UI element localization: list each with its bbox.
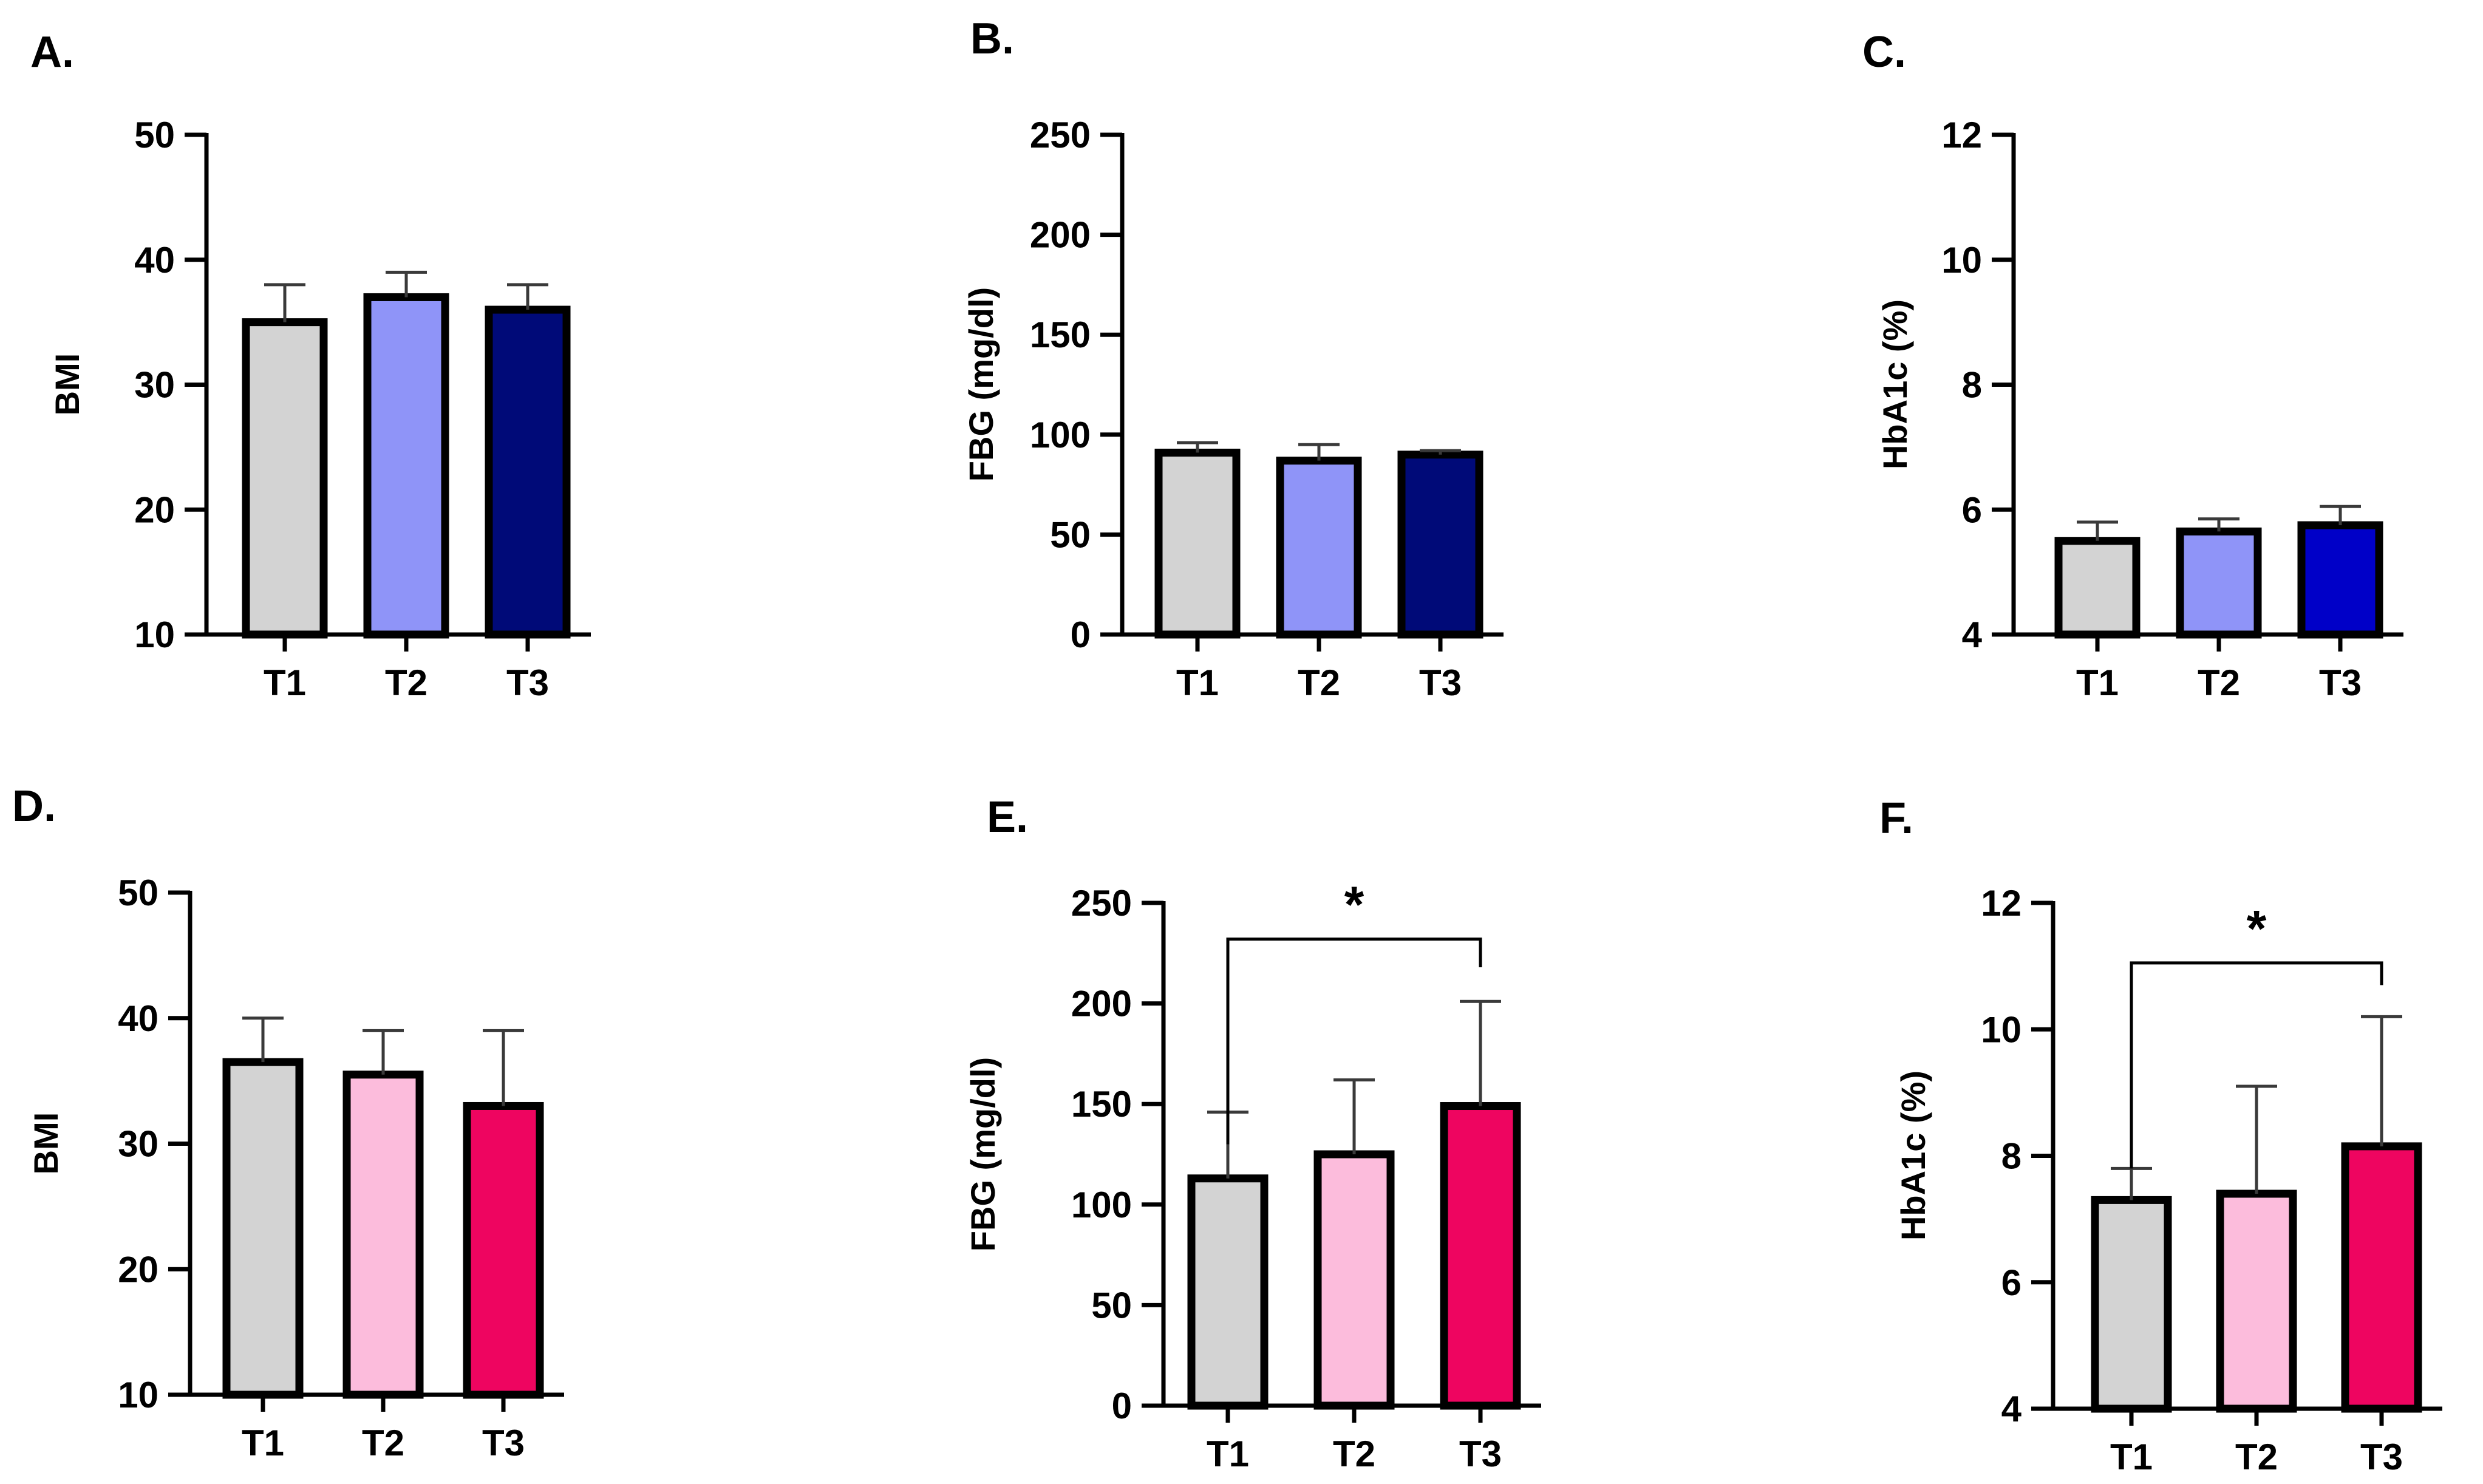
bar-t2 — [363, 293, 449, 639]
bar-t3 — [2297, 521, 2383, 639]
y-tick-label: 150 — [1030, 315, 1091, 355]
y-tick-label: 200 — [1071, 984, 1132, 1024]
y-tick-label: 10 — [118, 1375, 158, 1415]
chart-panel-3: C. HbA1c (%) 4 6 8 10 12 T1 T2 T3 — [1862, 28, 2403, 703]
panel-letter: C. — [1862, 28, 1906, 77]
x-tick-label: T2 — [2235, 1437, 2278, 1477]
significance-star: * — [1344, 876, 1364, 933]
bar-t2 — [1313, 1150, 1395, 1410]
x-tick-label: T2 — [2198, 662, 2240, 703]
bar-t3 — [2341, 1142, 2422, 1413]
y-axis-title: BMI — [48, 353, 86, 416]
bar-t3 — [1440, 1102, 1521, 1410]
x-tick-label: T2 — [1298, 662, 1340, 703]
y-tick-label: 8 — [2001, 1136, 2021, 1177]
y-axis-title: HbA1c (%) — [1894, 1070, 1932, 1241]
y-tick-label: 10 — [1941, 240, 1982, 281]
x-tick-label: T3 — [2319, 662, 2362, 703]
x-tick-label: T1 — [1176, 662, 1219, 703]
bar-t1 — [1154, 448, 1241, 639]
y-tick-label: 100 — [1030, 415, 1091, 455]
x-tick-label: T1 — [2110, 1437, 2153, 1477]
y-tick-label: 0 — [1071, 614, 1091, 655]
bar-t1 — [2091, 1196, 2172, 1413]
x-tick-label: T1 — [1207, 1434, 1249, 1474]
y-axis-title: FBG (mg/dl) — [964, 1057, 1002, 1251]
y-tick-label: 20 — [118, 1249, 158, 1290]
x-tick-label: T1 — [242, 1423, 284, 1463]
chart-panel-6: F. HbA1c (%) 4 6 8 10 12 T1 T2 T3 * — [1879, 794, 2442, 1477]
y-tick-label: 20 — [134, 489, 175, 530]
y-tick-label: 30 — [118, 1124, 158, 1165]
y-tick-label: 8 — [1962, 365, 1982, 406]
bar-t3 — [1397, 451, 1483, 639]
significance-bracket — [1226, 938, 1482, 1145]
x-tick-label: T3 — [1459, 1434, 1502, 1474]
chart-panel-5: E. FBG (mg/dl) 0 50 100 150 200 250 T1 T2 T3 * — [964, 793, 1541, 1474]
y-tick-label: 12 — [1941, 115, 1982, 155]
bar-t1 — [1187, 1174, 1269, 1410]
x-tick-label: T1 — [2076, 662, 2119, 703]
significance-bracket — [2130, 961, 2383, 1169]
panel-letter: A. — [30, 28, 74, 77]
y-tick-label: 40 — [118, 998, 158, 1039]
significance-star: * — [2247, 900, 2267, 957]
bar-t2 — [2216, 1190, 2297, 1413]
panel-letter: E. — [987, 793, 1028, 842]
y-tick-label: 4 — [2001, 1389, 2022, 1429]
bar-t3 — [485, 305, 571, 639]
x-tick-label: T1 — [264, 662, 306, 703]
y-tick-label: 6 — [2001, 1262, 2021, 1303]
y-tick-label: 250 — [1030, 115, 1091, 155]
y-tick-label: 50 — [1091, 1285, 1132, 1326]
y-tick-label: 10 — [134, 614, 175, 655]
chart-panel-2: B. FBG (mg/dl) 0 50 100 150 200 250 T1 T2 T3 — [962, 15, 1504, 703]
y-tick-label: 12 — [1981, 883, 2021, 924]
y-tick-label: 0 — [1112, 1386, 1132, 1426]
panel-letter: B. — [970, 15, 1014, 63]
x-tick-label: T2 — [362, 1423, 404, 1463]
bar-t2 — [1276, 457, 1362, 639]
y-axis-title: FBG (mg/dl) — [962, 287, 1000, 482]
y-axis-title: HbA1c (%) — [1876, 299, 1914, 469]
chart-panel-1: A. BMI 10 20 30 40 50 T1 T2 T3 — [30, 28, 591, 703]
bar-t3 — [463, 1101, 544, 1399]
panel-letter: F. — [1879, 794, 1913, 843]
x-tick-label: T2 — [1333, 1434, 1375, 1474]
y-tick-label: 10 — [1981, 1009, 2021, 1050]
bar-t1 — [242, 318, 328, 639]
panel-letter: D. — [12, 782, 56, 831]
y-tick-label: 250 — [1071, 883, 1132, 924]
y-tick-label: 50 — [134, 115, 175, 155]
bar-t1 — [222, 1058, 304, 1399]
chart-panel-4: D. BMI 10 20 30 40 50 T1 T2 T3 — [12, 782, 564, 1463]
y-tick-label: 200 — [1030, 215, 1091, 256]
x-tick-label: T3 — [1419, 662, 1462, 703]
y-tick-label: 50 — [118, 873, 158, 913]
y-tick-label: 50 — [1050, 514, 1091, 555]
y-tick-label: 100 — [1071, 1185, 1132, 1225]
y-tick-label: 4 — [1962, 614, 1983, 655]
x-tick-label: T3 — [2360, 1437, 2403, 1477]
x-tick-label: T2 — [385, 662, 427, 703]
bar-t1 — [2054, 537, 2141, 639]
x-tick-label: T3 — [506, 662, 549, 703]
y-tick-label: 30 — [134, 365, 175, 406]
y-tick-label: 150 — [1071, 1084, 1132, 1125]
bar-t2 — [342, 1070, 424, 1399]
x-tick-label: T3 — [482, 1423, 525, 1463]
bar-t2 — [2176, 527, 2262, 639]
y-axis-title: BMI — [27, 1112, 65, 1175]
y-tick-label: 6 — [1962, 489, 1982, 530]
y-tick-label: 40 — [134, 240, 175, 281]
